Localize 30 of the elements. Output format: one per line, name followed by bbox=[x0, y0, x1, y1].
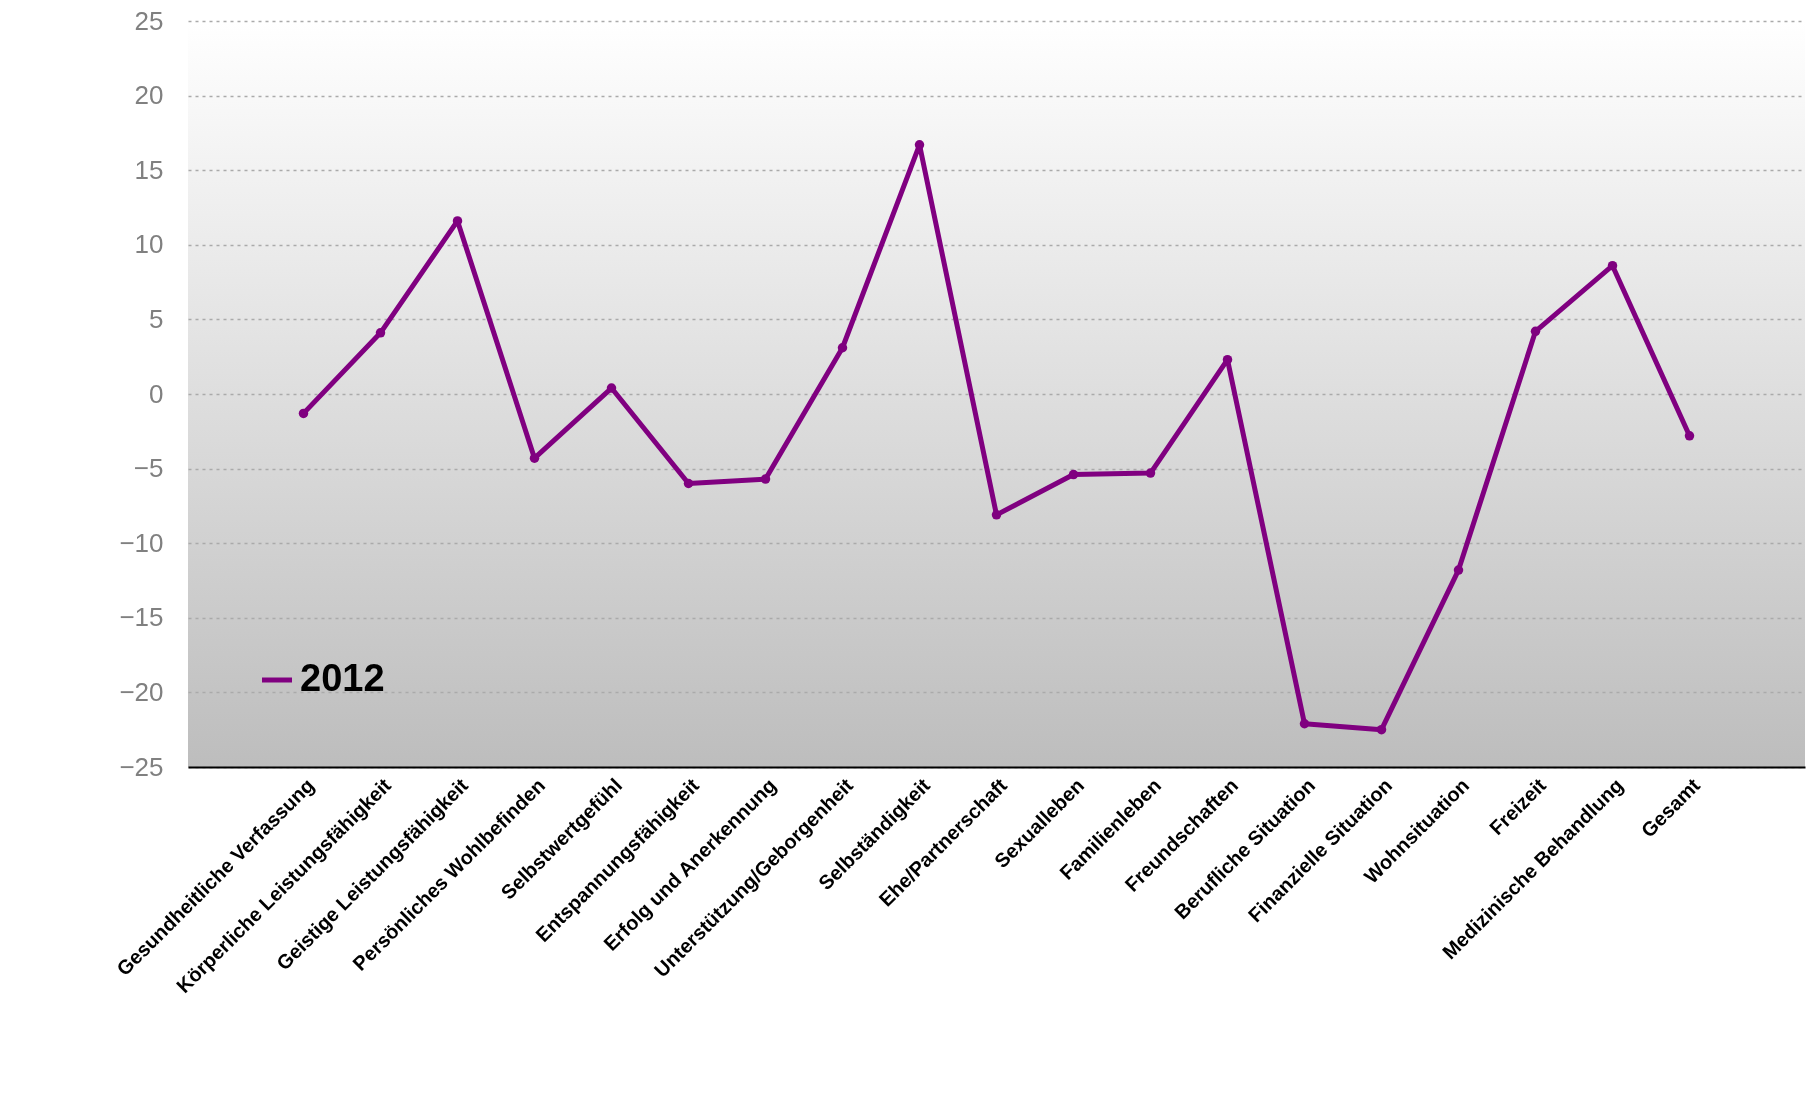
point bbox=[1145, 468, 1156, 478]
point bbox=[837, 343, 848, 353]
point bbox=[1376, 724, 1387, 735]
point bbox=[1222, 354, 1233, 365]
point bbox=[914, 140, 925, 150]
y-tick-label: 25 bbox=[134, 5, 164, 36]
point bbox=[991, 510, 1002, 520]
point bbox=[1299, 719, 1310, 729]
y-tick-label: −20 bbox=[119, 676, 164, 707]
point bbox=[375, 328, 386, 338]
y-tick-label: −5 bbox=[133, 453, 164, 484]
point bbox=[1530, 326, 1541, 337]
y-tick-label: 10 bbox=[134, 229, 164, 260]
y-tick-label: −15 bbox=[119, 602, 164, 633]
point bbox=[760, 474, 771, 484]
point bbox=[529, 453, 540, 463]
point bbox=[1453, 565, 1464, 575]
y-tick-label: −25 bbox=[119, 751, 164, 782]
legend-label: 2012 bbox=[300, 657, 385, 699]
point bbox=[298, 408, 309, 419]
point bbox=[1607, 260, 1618, 271]
y-tick-label: 0 bbox=[149, 378, 164, 409]
point bbox=[1068, 469, 1079, 480]
point bbox=[1684, 431, 1695, 441]
point bbox=[683, 478, 694, 489]
y-tick-label: 15 bbox=[134, 154, 164, 185]
y-tick-label: 20 bbox=[134, 80, 164, 111]
point bbox=[606, 383, 617, 393]
y-tick-label: 5 bbox=[149, 303, 164, 334]
y-tick-label: −10 bbox=[119, 527, 164, 558]
